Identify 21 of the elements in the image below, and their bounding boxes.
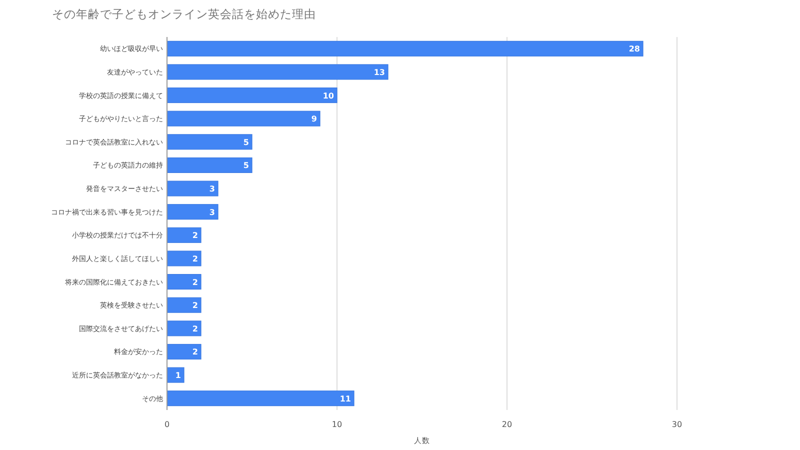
- x-tick-label: 30: [672, 420, 682, 429]
- data-label: 9: [311, 114, 317, 124]
- data-label: 2: [192, 348, 198, 357]
- data-label: 28: [628, 44, 640, 54]
- data-label: 2: [192, 278, 198, 287]
- data-label: 2: [192, 324, 198, 334]
- data-label: 10: [322, 91, 334, 100]
- x-tick-label: 0: [164, 420, 170, 429]
- data-label: 5: [243, 138, 249, 147]
- title: その年齢で子どもオンライン英会話を始めた理由: [52, 7, 316, 21]
- data-label: 3: [209, 184, 215, 194]
- data-label: 2: [192, 231, 198, 240]
- data-label: 1: [175, 371, 181, 380]
- data-label: 3: [209, 208, 215, 217]
- data-label: 5: [243, 161, 249, 170]
- data-label: 2: [192, 301, 198, 310]
- x-tick-label: 20: [502, 420, 512, 429]
- data-label: 2: [192, 254, 198, 264]
- data-label: 11: [340, 394, 351, 404]
- data-label: 13: [374, 68, 385, 77]
- x-tick-label: 10: [332, 420, 342, 429]
